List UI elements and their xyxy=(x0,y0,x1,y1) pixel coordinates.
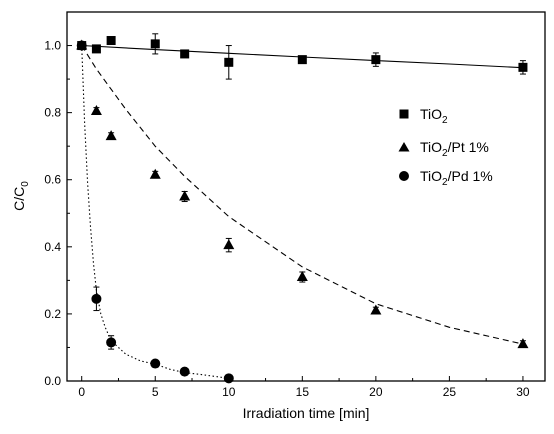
square-marker xyxy=(371,55,381,65)
x-tick-label: 15 xyxy=(296,385,310,399)
data-point-series-0 xyxy=(518,60,528,75)
circle-marker xyxy=(150,358,161,369)
triangle-marker xyxy=(296,271,308,282)
data-point-series-0 xyxy=(297,55,307,65)
x-tick-label: 10 xyxy=(222,385,236,399)
y-tick-label: 0.6 xyxy=(44,173,61,187)
data-point-series-0 xyxy=(150,33,160,55)
y-axis-title-main: C/C xyxy=(11,187,27,211)
fit-curve-series-2 xyxy=(81,45,229,379)
data-point-series-0 xyxy=(224,45,234,80)
y-tick-label: 1.0 xyxy=(44,39,61,53)
triangle-marker xyxy=(223,239,235,250)
circle-marker xyxy=(106,337,117,348)
x-tick-label: 5 xyxy=(152,385,159,399)
triangle-marker xyxy=(105,130,117,141)
y-tick-label: 0.2 xyxy=(44,307,61,321)
fit-curve-series-1 xyxy=(81,45,524,345)
x-tick-label: 25 xyxy=(443,385,457,399)
y-tick-label: 0.0 xyxy=(44,374,61,388)
legend-marker-pt xyxy=(398,142,410,152)
legend-label-pt-rest: /Pt 1% xyxy=(448,139,489,155)
square-marker xyxy=(106,36,116,46)
data-point-series-0 xyxy=(106,36,116,46)
data-point-series-2 xyxy=(91,286,102,312)
triangle-marker xyxy=(517,338,529,349)
legend-label-pd-sub: 2 xyxy=(442,177,448,188)
square-marker xyxy=(91,44,101,54)
data-point-series-2 xyxy=(179,366,190,377)
data-point-series-0 xyxy=(180,49,190,59)
data-point-series-1 xyxy=(370,304,382,315)
data-point-series-2 xyxy=(106,335,117,350)
data-point-series-1 xyxy=(105,130,117,141)
data-point-series-1 xyxy=(296,271,308,283)
data-point-series-2 xyxy=(76,40,87,51)
legend-marker-pd xyxy=(399,171,409,181)
data-point-series-1 xyxy=(179,190,191,203)
data-point-series-1 xyxy=(517,338,529,349)
x-tick-label: 0 xyxy=(78,385,85,399)
legend-label-pt: TiO2/Pt 1% xyxy=(420,139,489,159)
legend-label-pd-rest: /Pd 1% xyxy=(448,168,493,184)
square-marker xyxy=(224,57,234,67)
data-point-series-0 xyxy=(91,44,101,54)
y-tick-label: 0.4 xyxy=(44,240,61,254)
square-marker xyxy=(180,49,190,59)
data-point-series-1 xyxy=(149,168,161,179)
triangle-marker xyxy=(90,104,102,115)
data-point-series-1 xyxy=(223,237,235,253)
circle-marker xyxy=(76,40,87,51)
legend-label-tio2-sub: 2 xyxy=(442,115,448,126)
axis-ticks: 0 5 10 15 20 25 30 0.0 0.2 0.4 0.6 0.8 1.0 xyxy=(44,11,530,399)
y-tick-label: 0.8 xyxy=(44,106,61,120)
x-axis-title: Irradiation time [min] xyxy=(243,405,370,421)
square-marker xyxy=(150,39,160,49)
x-tick-label: 30 xyxy=(516,385,530,399)
data-markers xyxy=(76,33,529,384)
circle-marker xyxy=(91,293,102,304)
y-axis-title: C/C0 xyxy=(11,181,31,211)
square-marker xyxy=(297,55,307,65)
legend-label-tio2-text: TiO xyxy=(420,106,442,122)
triangle-marker xyxy=(370,304,382,315)
fit-curves xyxy=(81,44,524,379)
x-tick-label: 20 xyxy=(369,385,383,399)
triangle-marker xyxy=(179,190,191,201)
data-point-series-1 xyxy=(90,104,102,115)
circle-marker xyxy=(179,366,190,377)
legend-label-pd: TiO2/Pd 1% xyxy=(420,168,493,188)
legend-marker-tio2 xyxy=(399,109,409,119)
data-point-series-0 xyxy=(371,52,381,67)
data-point-series-2 xyxy=(150,358,161,369)
y-axis-title-subscript: 0 xyxy=(20,181,31,187)
square-marker xyxy=(518,62,528,72)
legend-label-pd-text: TiO xyxy=(420,168,442,184)
legend: TiO2 TiO2/Pt 1% TiO2/Pd 1% xyxy=(398,106,493,188)
legend-label-pt-text: TiO xyxy=(420,139,442,155)
triangle-marker xyxy=(149,168,161,179)
legend-label-tio2: TiO2 xyxy=(420,106,448,126)
data-point-series-2 xyxy=(223,373,234,384)
plot-frame xyxy=(66,11,546,382)
legend-label-pt-sub: 2 xyxy=(442,148,448,159)
circle-marker xyxy=(223,373,234,384)
